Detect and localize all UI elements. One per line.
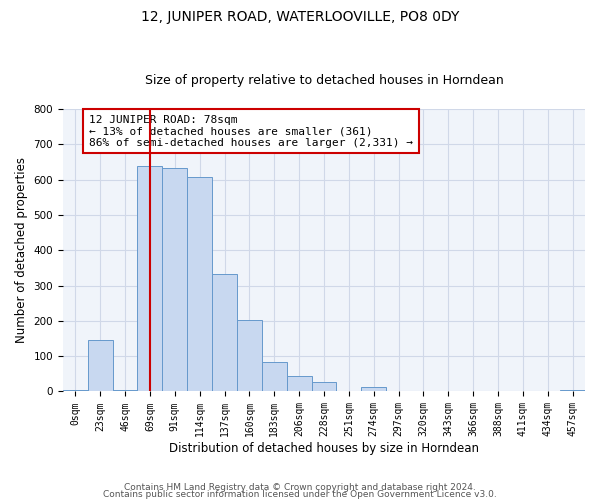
Bar: [163, 168, 187, 392]
Bar: [560, 390, 585, 392]
Bar: [262, 362, 287, 392]
Text: Contains public sector information licensed under the Open Government Licence v3: Contains public sector information licen…: [103, 490, 497, 499]
Text: 12, JUNIPER ROAD, WATERLOOVILLE, PO8 0DY: 12, JUNIPER ROAD, WATERLOOVILLE, PO8 0DY: [141, 10, 459, 24]
Bar: [113, 390, 137, 392]
Bar: [311, 382, 337, 392]
Bar: [187, 177, 212, 392]
Text: Contains HM Land Registry data © Crown copyright and database right 2024.: Contains HM Land Registry data © Crown c…: [124, 484, 476, 492]
Text: 12 JUNIPER ROAD: 78sqm
← 13% of detached houses are smaller (361)
86% of semi-de: 12 JUNIPER ROAD: 78sqm ← 13% of detached…: [89, 114, 413, 148]
Bar: [137, 166, 163, 392]
Bar: [386, 391, 411, 392]
X-axis label: Distribution of detached houses by size in Horndean: Distribution of detached houses by size …: [169, 442, 479, 455]
Bar: [337, 391, 361, 392]
Bar: [237, 320, 262, 392]
Title: Size of property relative to detached houses in Horndean: Size of property relative to detached ho…: [145, 74, 503, 87]
Bar: [88, 340, 113, 392]
Bar: [361, 387, 386, 392]
Bar: [287, 376, 311, 392]
Bar: [63, 390, 88, 392]
Bar: [212, 274, 237, 392]
Y-axis label: Number of detached properties: Number of detached properties: [15, 157, 28, 343]
